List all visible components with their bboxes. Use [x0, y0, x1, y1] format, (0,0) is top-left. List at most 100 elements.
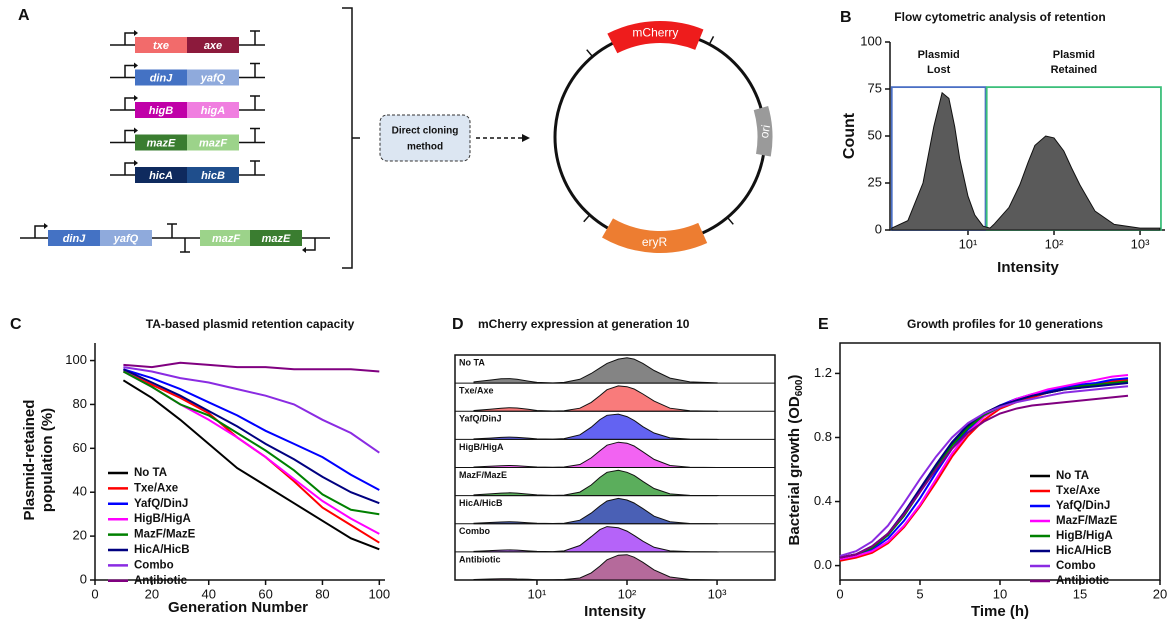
- terminator: [180, 238, 190, 253]
- terminator: [250, 127, 260, 143]
- plasmid-part: [753, 105, 773, 157]
- gene: [200, 230, 252, 246]
- series-line: [839, 380, 1129, 559]
- y-axis-label-suffix: ): [786, 375, 803, 380]
- legend-label: No TA: [1056, 470, 1089, 482]
- row-label: No TA: [459, 357, 485, 367]
- gate-label: Lost: [927, 64, 951, 76]
- x-axis-label: Generation Number: [168, 599, 308, 616]
- plasmid-mark: [708, 35, 715, 45]
- y-tick-label: 20: [73, 528, 87, 543]
- legend-label: Antibiotic: [134, 575, 188, 587]
- gene-label: mazF: [212, 233, 240, 245]
- promoter: [124, 64, 135, 78]
- ridge-area: [473, 385, 719, 412]
- row-label: HigB/HigA: [459, 442, 504, 452]
- gate-label: Plasmid: [918, 49, 960, 61]
- panel-label: D: [452, 316, 464, 333]
- promoter: [124, 97, 135, 110]
- x-tick-label: 10¹: [959, 236, 978, 251]
- y-axis-label-text: Bacterial growth (OD: [786, 396, 803, 545]
- x-tick-label: 10²: [1045, 236, 1064, 251]
- y-tick-label: 0: [875, 221, 882, 236]
- y-axis-label-sub: 600: [794, 379, 805, 396]
- series-line: [839, 374, 1129, 561]
- promoter-arrow: [134, 30, 138, 36]
- gene-label: mazF: [199, 137, 227, 149]
- ridge-area: [473, 441, 718, 468]
- y-tick-label: 1.2: [814, 365, 832, 380]
- gene: [187, 134, 239, 151]
- x-tick-label: 15: [1073, 586, 1087, 601]
- gene-label: mazE: [147, 137, 176, 149]
- gene-label: higA: [201, 105, 225, 117]
- promoter: [124, 32, 135, 45]
- x-tick-label: 40: [201, 586, 215, 601]
- promoter-arrow: [134, 62, 138, 69]
- plasmid-label: ori: [757, 124, 773, 140]
- y-tick-label: 75: [868, 80, 882, 95]
- bracket: [342, 7, 360, 269]
- terminator: [167, 223, 177, 238]
- plasmid: [553, 30, 767, 244]
- x-axis-label: Intensity: [997, 259, 1059, 276]
- promoter-arrow: [44, 223, 48, 229]
- promoter-arrow: [134, 160, 138, 166]
- promoter: [124, 129, 135, 143]
- legend-label: No TA: [134, 467, 167, 479]
- y-tick-label: 0.4: [814, 493, 832, 508]
- chart-title: Flow cytometric analysis of retention: [894, 10, 1105, 24]
- gene: [100, 230, 152, 246]
- ridge-area: [473, 526, 719, 553]
- method-text: method: [407, 142, 443, 153]
- gene-label: hicB: [201, 170, 225, 182]
- x-axis-label: Intensity: [584, 603, 646, 620]
- plot-frame: [839, 342, 1161, 581]
- series-line: [839, 385, 1129, 557]
- promoter-arrow: [134, 127, 138, 134]
- series-line: [839, 394, 1129, 559]
- legend-label: Combo: [134, 559, 174, 571]
- histogram-area: [891, 91, 1161, 231]
- gene: [187, 69, 239, 86]
- row-label: YafQ/DinJ: [459, 414, 502, 424]
- ridge-area: [473, 554, 718, 581]
- plasmid-label: mCherry: [632, 25, 678, 39]
- gene-label: mazE: [262, 233, 291, 245]
- promoter: [124, 162, 135, 175]
- gene: [135, 102, 187, 118]
- gene-label: dinJ: [63, 233, 86, 245]
- row-label: Antibiotic: [459, 554, 501, 564]
- panel-label: B: [840, 9, 852, 26]
- gene: [135, 167, 187, 183]
- row-label: Combo: [459, 526, 490, 536]
- legend-label: YafQ/DinJ: [1056, 500, 1110, 512]
- x-axis-label: Time (h): [971, 603, 1029, 620]
- series-line: [123, 368, 380, 491]
- gene: [250, 230, 302, 246]
- gene-label: yafQ: [113, 233, 139, 245]
- y-tick-label: 60: [73, 440, 87, 455]
- row-label: Txe/Axe: [459, 386, 494, 396]
- ridge-area: [473, 469, 719, 497]
- x-tick-label: 100: [368, 586, 390, 601]
- terminator: [250, 62, 260, 78]
- chart-title: TA-based plasmid retention capacity: [146, 317, 355, 331]
- gate-label: Plasmid: [1053, 49, 1095, 61]
- x-tick-label: 5: [916, 586, 923, 601]
- promoter: [305, 238, 316, 251]
- method-box: [379, 114, 471, 162]
- promoter-arrow: [302, 247, 306, 253]
- y-tick-label: 100: [65, 352, 87, 367]
- panel-label: C: [10, 316, 22, 333]
- x-tick-label: 20: [145, 586, 159, 601]
- gene: [135, 69, 187, 86]
- legend-label: HicA/HicB: [1056, 545, 1112, 557]
- y-tick-label: 100: [860, 33, 882, 48]
- x-tick-label: 10¹: [528, 586, 547, 601]
- arrow-head: [522, 134, 530, 142]
- series-line: [123, 366, 380, 454]
- y-axis-label: population (%): [39, 408, 56, 512]
- legend-label: Txe/Axe: [134, 482, 178, 494]
